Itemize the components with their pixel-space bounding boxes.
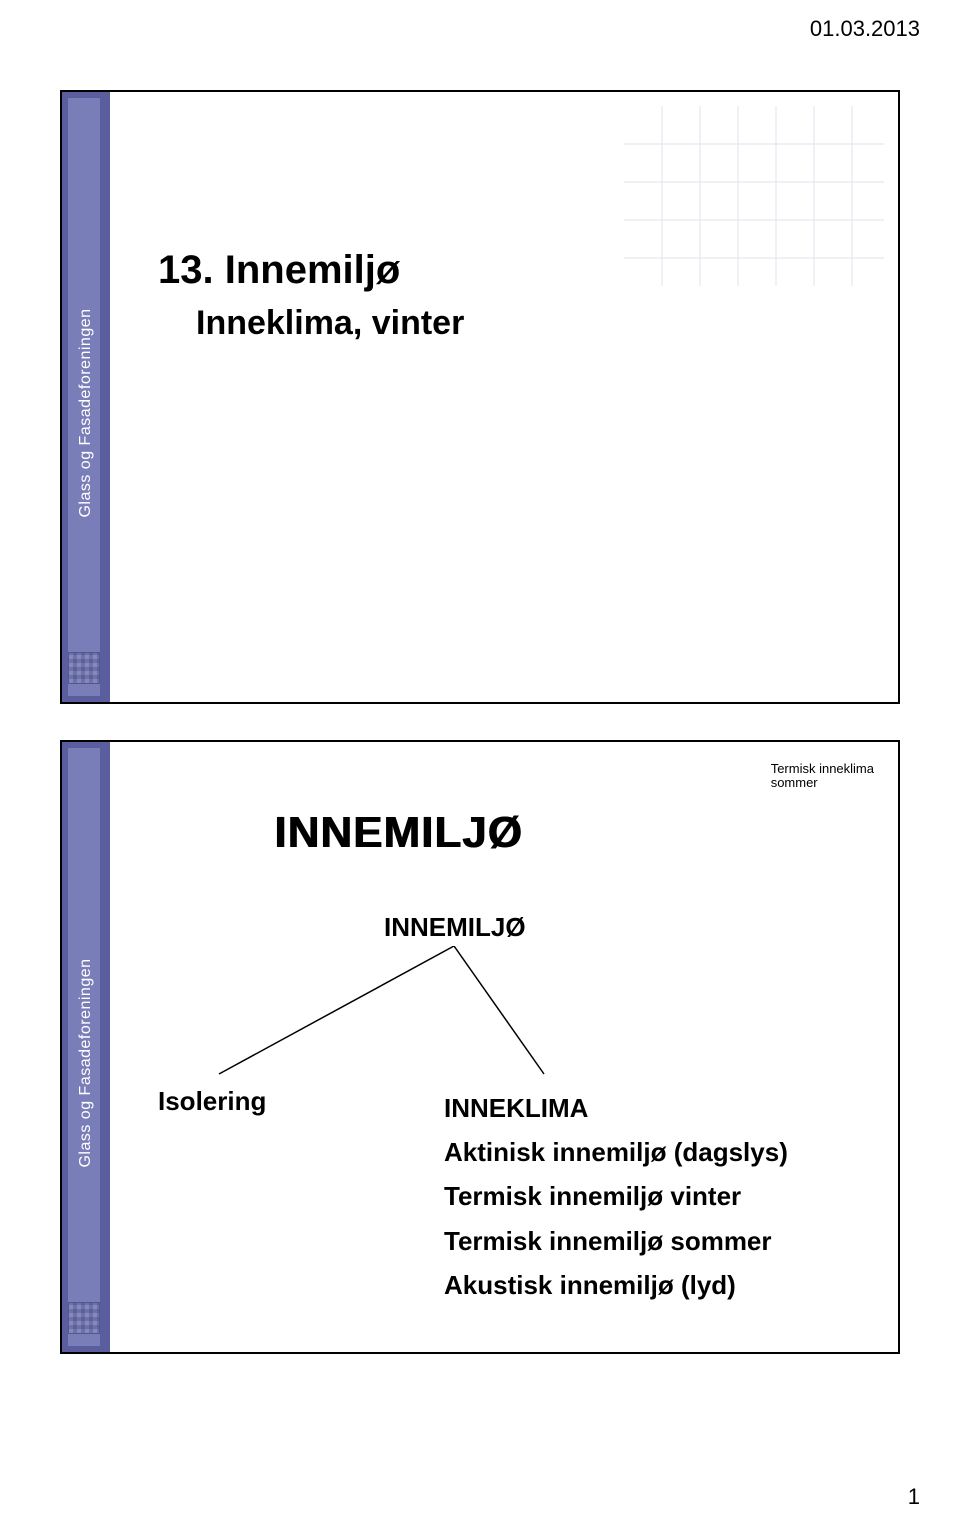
right-leaf-item: Termisk innemiljø vinter: [444, 1174, 788, 1218]
slide-1: Glass og Fasadeforeningen 13. Innem: [60, 90, 900, 704]
line-left: [219, 946, 454, 1074]
slide1-body: 13. Innemiljø Inneklima, vinter: [124, 106, 884, 688]
slide2-heading: INNEMILJØ: [274, 808, 523, 858]
slide2-body: Termisk inneklima sommer INNEMILJØ INNEM…: [124, 756, 884, 1338]
brand-bar: Glass og Fasadeforeningen: [62, 742, 110, 1352]
page: 01.03.2013 Glass og Fasadeforeningen: [0, 0, 960, 1526]
slide1-title: 13. Innemiljø: [158, 248, 400, 293]
slide2-corner-label: Termisk inneklima sommer: [771, 762, 874, 791]
diagram-left-leaf: Isolering: [158, 1086, 266, 1117]
right-leaf-item: Termisk innemiljø sommer: [444, 1219, 788, 1263]
line-right: [454, 946, 544, 1074]
brand-square-icon: [68, 1302, 100, 1334]
page-date: 01.03.2013: [810, 16, 920, 42]
brand-square-icon: [68, 652, 100, 684]
right-leaf-item: Aktinisk innemiljø (dagslys): [444, 1130, 788, 1174]
diagram-root: INNEMILJØ: [384, 912, 526, 943]
corner-label-line1: Termisk inneklima: [771, 762, 874, 776]
decor-grid-icon: [624, 106, 884, 286]
slide1-subtitle: Inneklima, vinter: [196, 304, 464, 343]
right-leaf-item: Akustisk innemiljø (lyd): [444, 1263, 788, 1307]
page-number: 1: [908, 1484, 920, 1510]
brand-label: Glass og Fasadeforeningen: [77, 958, 95, 1167]
diagram-lines: [124, 946, 884, 1086]
diagram-right-block: INNEKLIMA Aktinisk innemiljø (dagslys) T…: [444, 1086, 788, 1307]
slide-2: Glass og Fasadeforeningen Termisk innekl…: [60, 740, 900, 1354]
brand-label: Glass og Fasadeforeningen: [77, 308, 95, 517]
right-leaf-heading: INNEKLIMA: [444, 1086, 788, 1130]
corner-label-line2: sommer: [771, 776, 874, 790]
brand-bar: Glass og Fasadeforeningen: [62, 92, 110, 702]
